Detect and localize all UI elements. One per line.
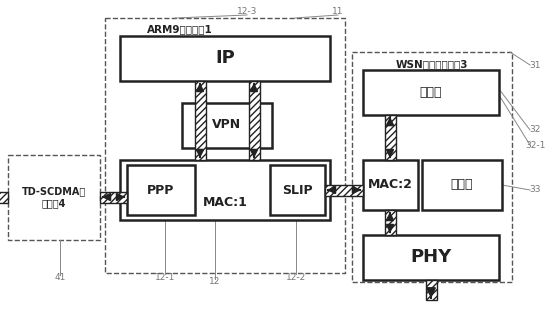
Text: 32-1: 32-1 [525, 141, 545, 149]
Bar [384, 115, 395, 160]
Bar [270, 165, 325, 215]
Bar [384, 210, 395, 235]
Bar [127, 165, 195, 215]
Text: 12: 12 [210, 278, 221, 287]
Text: PHY: PHY [410, 248, 452, 266]
Bar [8, 155, 100, 240]
Bar [120, 36, 330, 81]
Text: 31: 31 [529, 60, 541, 70]
Text: 12-1: 12-1 [155, 273, 175, 281]
Bar [100, 191, 127, 203]
Bar [105, 18, 345, 273]
Bar [249, 81, 260, 160]
Text: TD-SCDMA接
入单元4: TD-SCDMA接 入单元4 [22, 186, 86, 208]
Bar [195, 81, 206, 160]
Bar [182, 103, 272, 148]
Text: ARM9控制单元1: ARM9控制单元1 [147, 24, 213, 34]
Bar [0, 191, 8, 203]
Bar [363, 70, 499, 115]
Text: IP: IP [215, 49, 235, 67]
Text: MAC:2: MAC:2 [367, 178, 412, 191]
Text: 11: 11 [332, 8, 344, 17]
Text: 33: 33 [529, 185, 541, 195]
Text: WSN子网接入单元3: WSN子网接入单元3 [396, 59, 468, 69]
Bar [325, 184, 363, 196]
Bar [426, 280, 437, 300]
Text: 12-2: 12-2 [286, 273, 306, 281]
Text: 网络层: 网络层 [420, 86, 442, 99]
Text: 32: 32 [529, 126, 541, 135]
Text: 跳信道: 跳信道 [451, 178, 473, 191]
Bar [363, 160, 418, 210]
Text: SLIP: SLIP [282, 183, 312, 197]
Text: VPN: VPN [212, 119, 241, 132]
Bar [352, 52, 512, 282]
Text: 12-3: 12-3 [237, 8, 257, 17]
Bar [422, 160, 502, 210]
Bar [120, 160, 330, 220]
Text: 41: 41 [54, 273, 65, 282]
Text: MAC:1: MAC:1 [202, 196, 248, 209]
Bar [363, 235, 499, 280]
Text: PPP: PPP [147, 183, 175, 197]
